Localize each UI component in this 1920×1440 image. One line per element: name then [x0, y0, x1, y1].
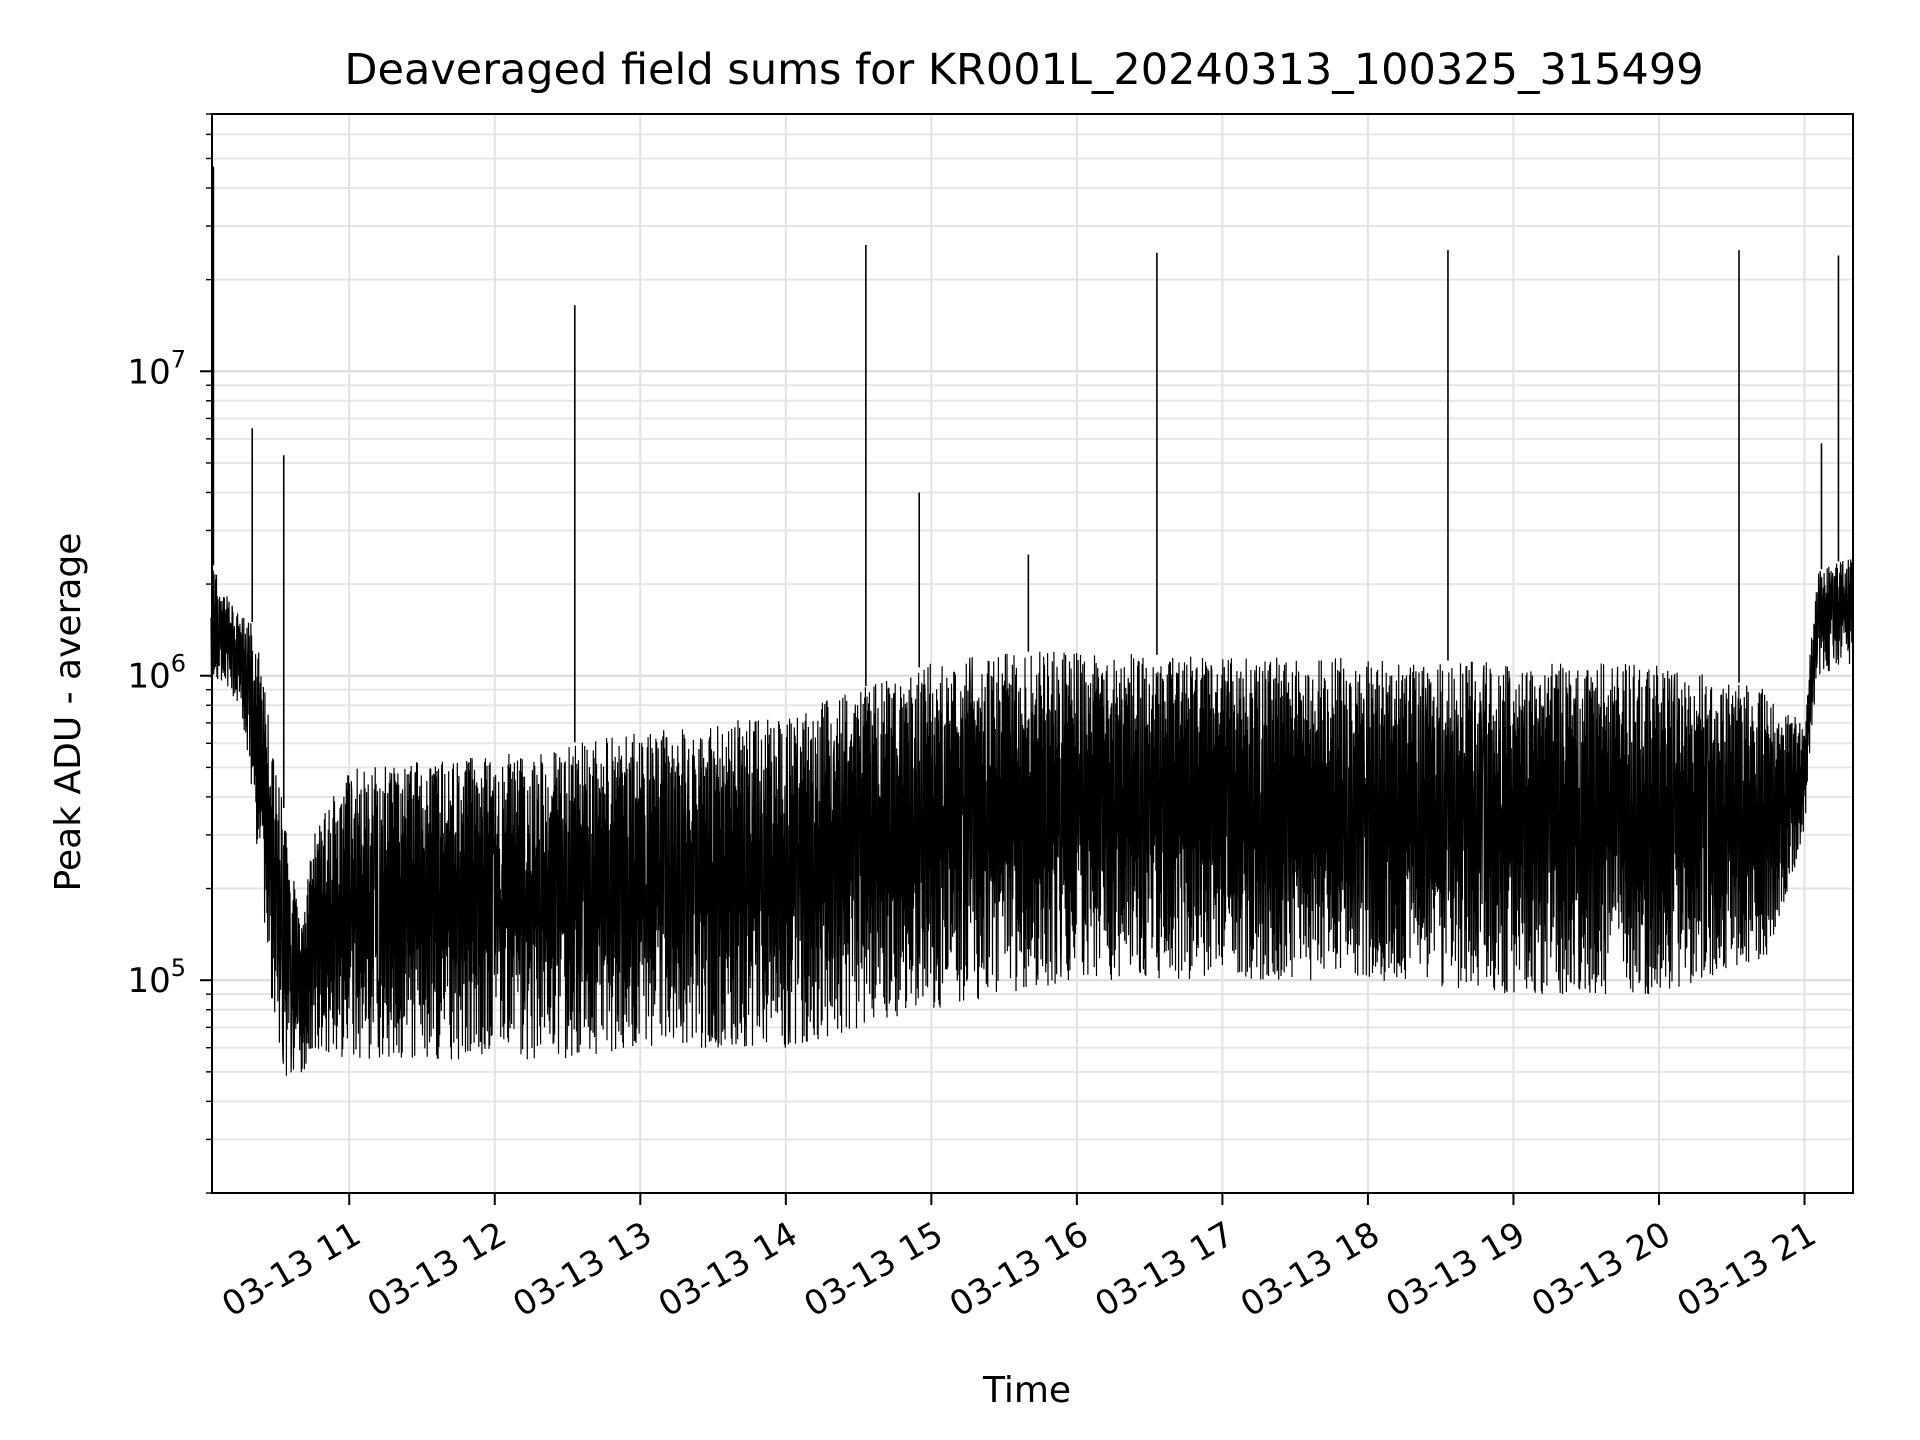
series: [210, 166, 1854, 1076]
y-tick-label: 106: [127, 650, 186, 697]
series-line: [210, 559, 1854, 1076]
chart-title: Deaveraged field sums for KR001L_2024031…: [344, 45, 1703, 95]
y-axis: 105 106 107: [127, 113, 212, 1194]
y-tick-label: 107: [127, 345, 186, 392]
plot-frame: [211, 113, 1854, 1194]
y-tick-label: 105: [127, 954, 186, 1001]
y-axis-label: Peak ADU - average: [48, 533, 89, 892]
x-axis-label: Time: [982, 1370, 1071, 1411]
